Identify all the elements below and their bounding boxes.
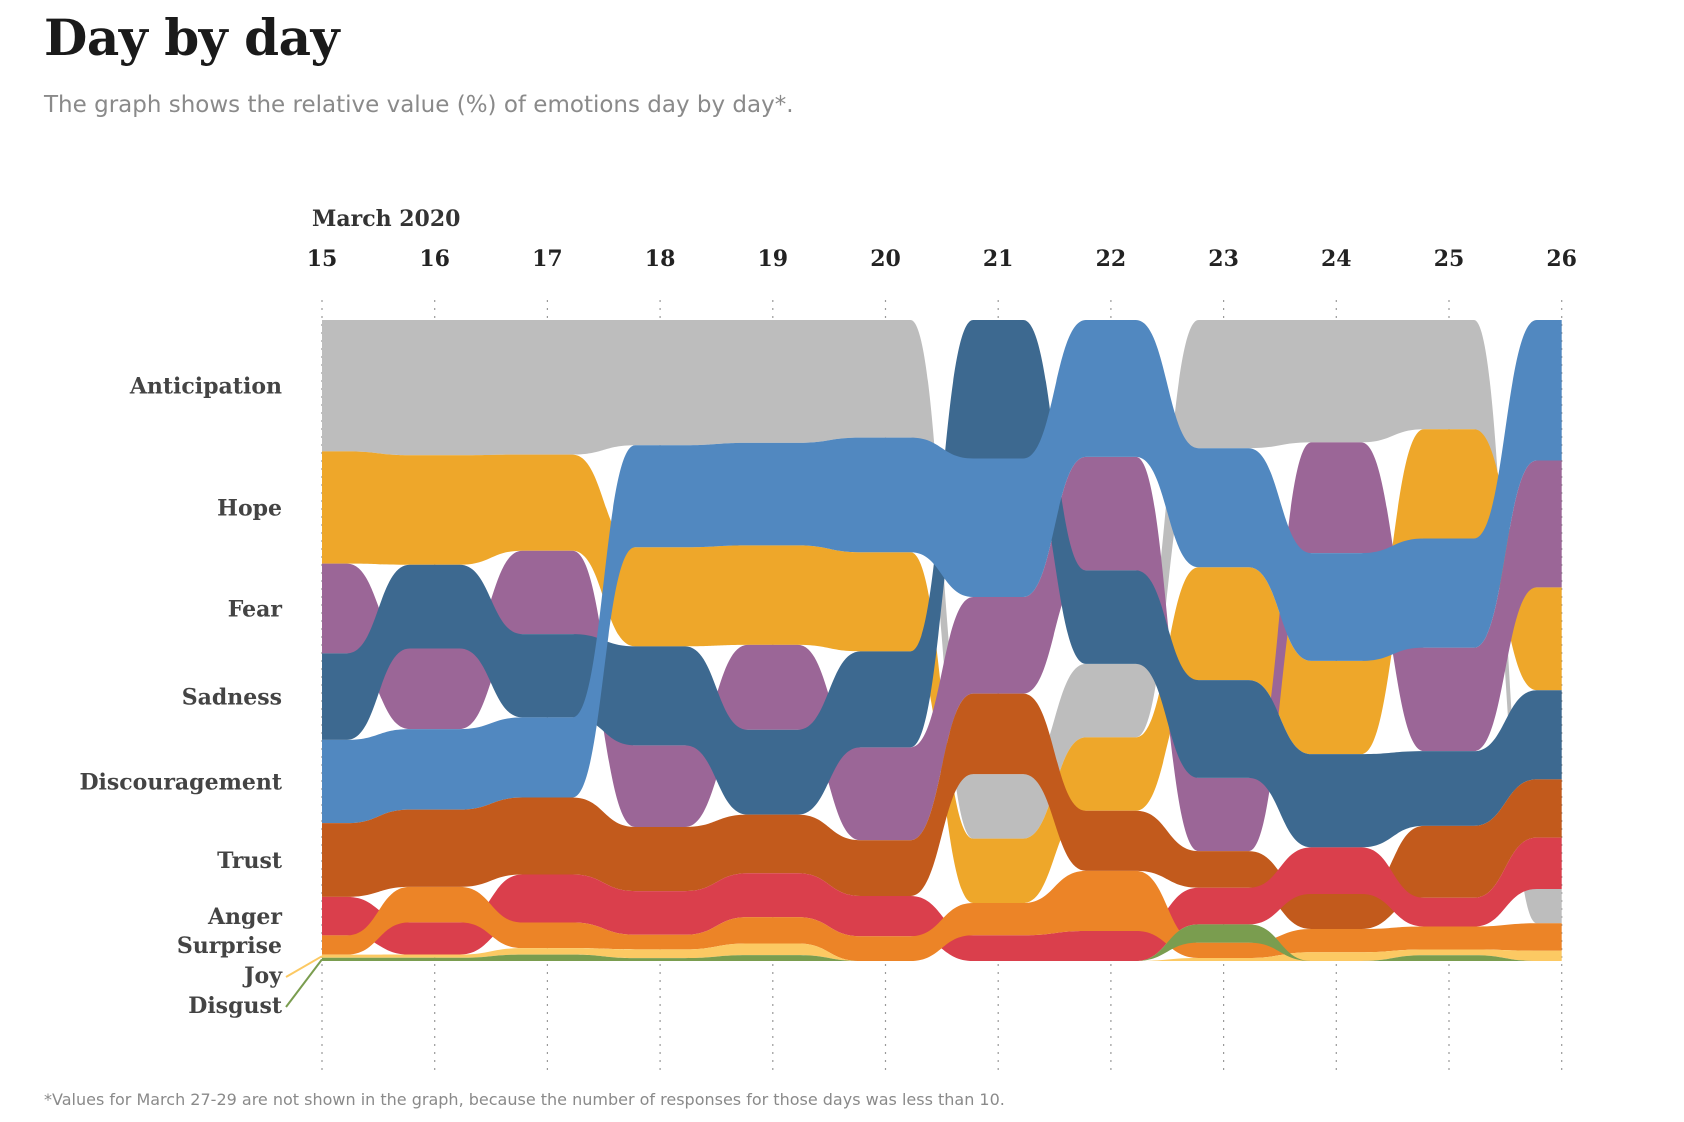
band-surprise [322,870,1562,961]
x-tick-label: 17 [532,246,563,272]
x-tick-label: 20 [870,246,901,272]
x-tick-label: 19 [757,246,788,272]
band-joy [322,943,1562,961]
legend-label-hope: Hope [217,495,282,521]
x-tick-label: 21 [983,246,1014,272]
x-tick-label: 24 [1321,246,1352,272]
legend-leader-disgust [285,958,323,1008]
band-anticipation [322,320,1562,924]
band-sadness [322,320,1562,848]
axis-labels: March 2020 15 16 17 18 19 20 21 22 23 24 25 26 [307,206,1577,272]
band-discouragement [322,320,1562,824]
chart-subtitle: The graph shows the relative value (%) o… [44,92,794,118]
footnote: *Values for March 27-29 are not shown in… [44,1090,1005,1109]
x-tick-label: 26 [1546,246,1577,272]
x-tick-label: 16 [419,246,450,272]
emotion-bands [322,320,1562,961]
band-disgust [322,924,1562,961]
x-tick-label: 23 [1208,246,1239,272]
legend-label-sadness: Sadness [182,685,282,711]
x-tick-label: 18 [645,246,676,272]
x-tick-label: 22 [1096,246,1127,272]
legend: Anticipation Hope Fear Sadness Discouragemen… [79,374,323,1019]
band-fear [322,442,1562,852]
legend-label-surprise: Surprise [177,933,282,959]
legend-label-joy: Joy [242,963,283,989]
period-label: March 2020 [312,206,460,232]
legend-label-anger: Anger [207,904,282,930]
legend-label-discouragement: Discouragement [79,770,282,796]
legend-label-fear: Fear [228,596,283,622]
chart-title: Day by day [44,8,340,67]
band-trust [322,693,1562,929]
legend-label-anticipation: Anticipation [129,374,282,400]
x-tick-label: 25 [1434,246,1465,272]
legend-label-disgust: Disgust [188,993,283,1019]
legend-label-trust: Trust [217,848,283,874]
band-anger [322,837,1562,961]
legend-leader-joy [285,955,323,978]
x-tick-label: 15 [307,246,338,272]
